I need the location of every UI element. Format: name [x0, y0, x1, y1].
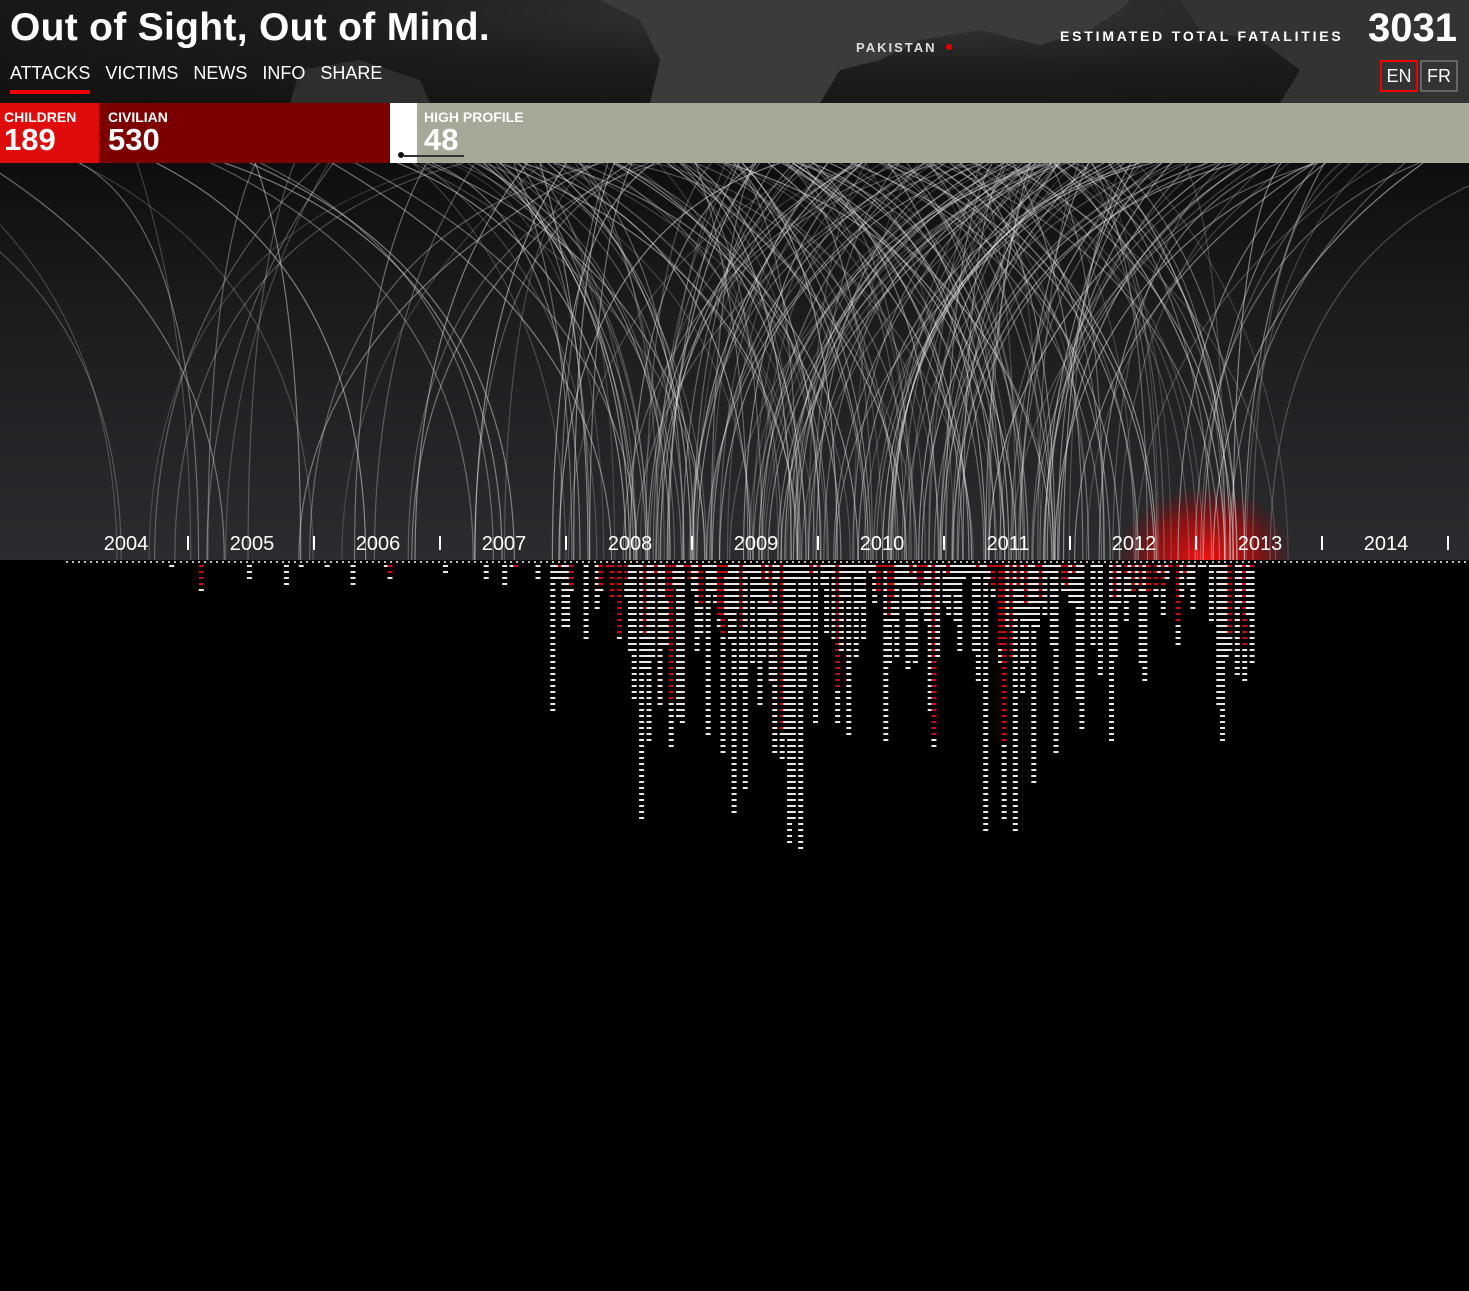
year-label[interactable]: 2014: [1363, 533, 1409, 555]
language-en-button[interactable]: EN: [1380, 60, 1418, 92]
nav-share[interactable]: SHARE: [320, 63, 383, 83]
year-tick: [1447, 536, 1449, 550]
year-tick: [1195, 536, 1197, 550]
fatalities-label: ESTIMATED TOTAL FATALITIES: [1060, 28, 1344, 44]
year-tick: [817, 536, 819, 550]
fatalities-count: 3031: [1368, 6, 1457, 50]
location-marker-icon: [946, 44, 952, 50]
year-label[interactable]: 2006: [355, 533, 401, 555]
high-profile-label: HIGH PROFILE: [424, 109, 524, 125]
casualty-columns: [169, 565, 1255, 849]
year-label[interactable]: 2012: [1111, 533, 1157, 555]
children-count: 189: [4, 122, 56, 157]
civilian-label: CIVILIAN: [108, 109, 168, 125]
year-tick: [439, 536, 441, 550]
page-title: Out of Sight, Out of Mind.: [10, 6, 491, 49]
year-tick: [187, 536, 189, 550]
year-label[interactable]: 2004: [103, 533, 149, 555]
children-filter[interactable]: CHILDREN 189: [0, 103, 99, 163]
language-fr-button[interactable]: FR: [1420, 60, 1458, 92]
year-label[interactable]: 2005: [229, 533, 275, 555]
year-label[interactable]: 2009: [733, 533, 779, 555]
year-label[interactable]: 2013: [1237, 533, 1283, 555]
children-label: CHILDREN: [4, 109, 77, 125]
drone-strike-arcs: [0, 163, 1469, 560]
slider-handle[interactable]: [398, 152, 404, 158]
year-tick: [313, 536, 315, 550]
year-tick: [565, 536, 567, 550]
civilian-filter[interactable]: CIVILIAN 530: [99, 103, 390, 163]
year-tick: [691, 536, 693, 550]
year-label[interactable]: 2007: [481, 533, 527, 555]
year-label[interactable]: 2008: [607, 533, 653, 555]
world-map-background: [290, 0, 1469, 103]
civilian-count: 530: [108, 122, 160, 157]
nav-news[interactable]: NEWS: [193, 63, 248, 83]
high-profile-filter[interactable]: HIGH PROFILE 48: [417, 103, 1469, 163]
year-tick: [943, 536, 945, 550]
year-label[interactable]: 2011: [986, 533, 1030, 555]
slider-track: [404, 155, 464, 157]
nav-attacks[interactable]: ATTACKS: [10, 63, 91, 94]
year-tick: [1321, 536, 1323, 550]
map-label-pakistan: PAKISTAN: [856, 40, 937, 55]
header: Out of Sight, Out of Mind. ATTACKS VICTI…: [0, 0, 1469, 103]
main-nav: ATTACKS VICTIMS NEWS INFO SHARE: [10, 63, 382, 94]
high-profile-count: 48: [424, 122, 459, 157]
victim-stats-bar: CHILDREN 189 CIVILIAN 530 HIGH PROFILE 4…: [0, 103, 1469, 163]
nav-info[interactable]: INFO: [262, 63, 306, 83]
timeline-baseline: [66, 561, 1466, 563]
language-switcher: EN FR: [1380, 60, 1458, 92]
attacks-visualization: [0, 163, 1469, 560]
year-tick: [1069, 536, 1071, 550]
nav-victims[interactable]: VICTIMS: [105, 63, 179, 83]
year-label[interactable]: 2010: [859, 533, 905, 555]
